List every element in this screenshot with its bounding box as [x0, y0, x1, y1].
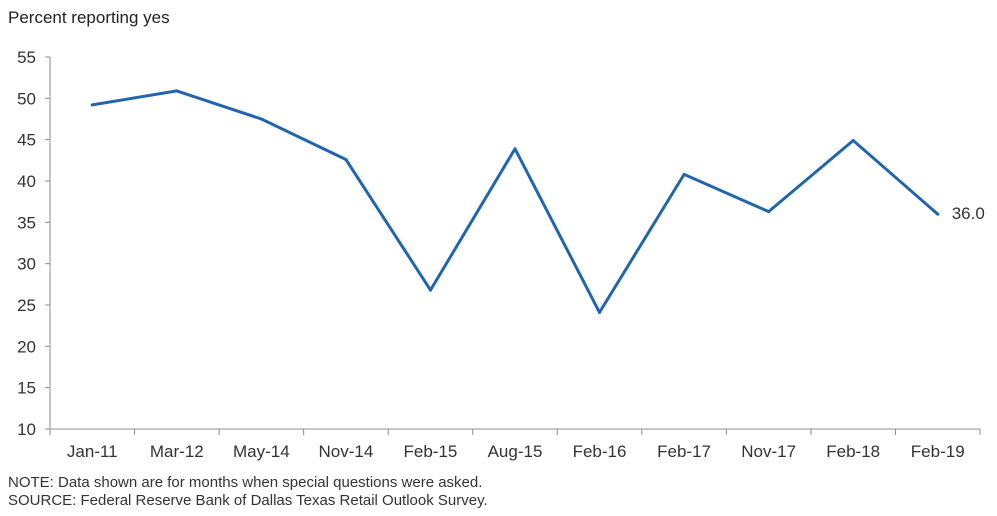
data-point [513, 147, 517, 151]
data-point [936, 212, 940, 216]
series-line [90, 89, 940, 314]
y-tick-label: 40 [17, 172, 36, 191]
data-point [767, 210, 771, 214]
x-tick-label: Nov-17 [741, 442, 796, 461]
data-point [682, 172, 686, 176]
y-tick-label: 55 [17, 48, 36, 67]
x-tick-label: Feb-16 [573, 442, 627, 461]
y-tick-label: 45 [17, 131, 36, 150]
y-axis-label: Percent reporting yes [8, 8, 170, 27]
data-point [851, 138, 855, 142]
y-tick-label: 20 [17, 337, 36, 356]
data-point [598, 310, 602, 314]
x-tick-label: Feb-17 [657, 442, 711, 461]
data-label: 36.0 [952, 204, 985, 223]
x-tick-label: Feb-18 [826, 442, 880, 461]
y-tick-label: 10 [17, 420, 36, 439]
x-tick-label: Feb-15 [404, 442, 458, 461]
annotations: 36.0 [952, 204, 985, 223]
axes [45, 56, 981, 435]
data-point [428, 288, 432, 292]
x-tick-label: Mar-12 [150, 442, 204, 461]
x-tick-label: May-14 [233, 442, 290, 461]
x-tick-label: Nov-14 [319, 442, 374, 461]
data-point [175, 89, 179, 93]
y-tick-label: 25 [17, 296, 36, 315]
y-tick-labels: 10 15 20 25 30 35 40 45 50 55 [17, 48, 36, 439]
x-tick-label: Aug-15 [488, 442, 543, 461]
y-tick-label: 15 [17, 379, 36, 398]
data-point [259, 117, 263, 121]
series-group [90, 89, 940, 314]
y-tick-label: 50 [17, 89, 36, 108]
data-point [90, 103, 94, 107]
x-tick-label: Jan-11 [67, 442, 118, 461]
data-point [344, 158, 348, 162]
chart-source: SOURCE: Federal Reserve Bank of Dallas T… [8, 492, 488, 509]
y-tick-label: 35 [17, 213, 36, 232]
x-tick-labels: Jan-11 Mar-12 May-14 Nov-14 Feb-15 Aug-15 Feb-… [67, 442, 965, 461]
y-tick-label: 30 [17, 255, 36, 274]
x-tick-label: Feb-19 [911, 442, 965, 461]
chart-note: NOTE: Data shown are for months when spe… [8, 474, 483, 491]
